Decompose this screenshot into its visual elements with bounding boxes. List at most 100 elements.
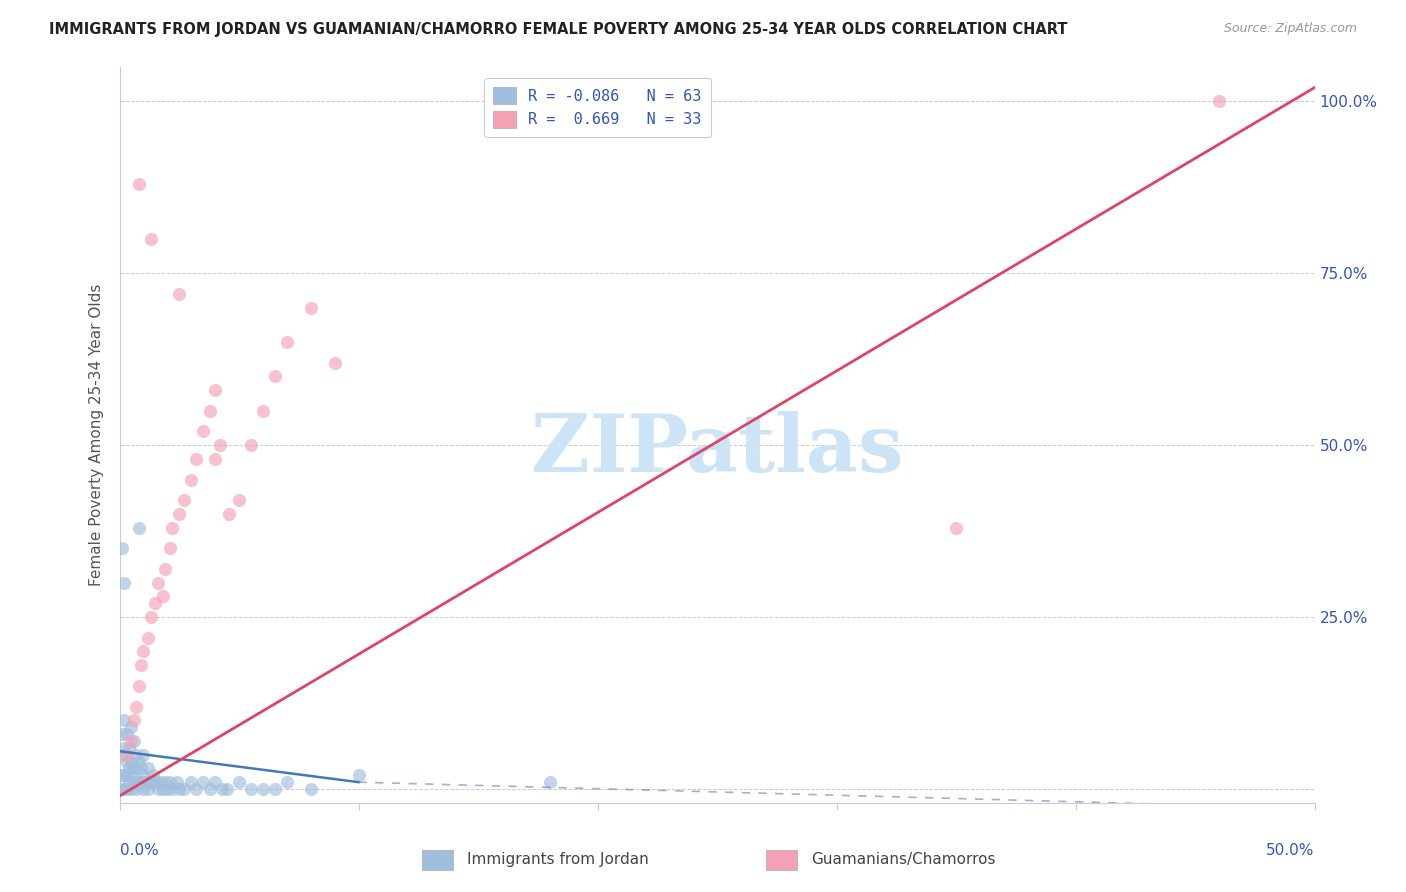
Point (128, 755, 150, 769)
Point (264, 369, 287, 384)
Point (252, 782, 274, 797)
Point (184, 451, 207, 466)
Point (204, 383, 226, 397)
Point (153, 775, 176, 789)
Point (200, 404, 222, 418)
Point (142, 768, 165, 782)
Point (115, 747, 138, 762)
Point (128, 679, 150, 693)
Point (166, 775, 188, 789)
Point (323, 356, 346, 370)
Point (152, 782, 174, 797)
Point (111, 747, 134, 762)
Point (204, 451, 226, 466)
Point (129, 761, 152, 775)
Point (228, 493, 250, 508)
Point (1208, 95, 1230, 109)
Point (200, 782, 222, 797)
Point (276, 334, 298, 349)
Point (160, 782, 183, 797)
Point (191, 775, 215, 789)
Point (156, 782, 179, 797)
Point (121, 720, 143, 734)
Point (136, 761, 159, 775)
Point (125, 761, 148, 775)
Point (180, 775, 202, 789)
Point (180, 473, 202, 487)
Point (122, 761, 145, 775)
Point (945, 521, 967, 535)
Point (118, 761, 141, 775)
Point (136, 782, 159, 797)
Point (115, 768, 138, 782)
Point (169, 286, 191, 301)
Legend: R = -0.086   N = 63, R =  0.669   N = 33: R = -0.086 N = 63, R = 0.669 N = 33 (484, 78, 711, 136)
Point (239, 438, 263, 452)
Point (122, 734, 145, 748)
Point (128, 177, 150, 191)
Point (115, 755, 138, 769)
Text: IMMIGRANTS FROM JORDAN VS GUAMANIAN/CHAMORRO FEMALE POVERTY AMONG 25-34 YEAR OLD: IMMIGRANTS FROM JORDAN VS GUAMANIAN/CHAM… (49, 22, 1067, 37)
Point (139, 775, 162, 789)
Point (173, 493, 195, 508)
Point (118, 775, 141, 789)
Point (252, 404, 274, 418)
Point (125, 747, 148, 762)
Point (122, 713, 145, 727)
Point (184, 782, 207, 797)
Point (299, 782, 322, 797)
Point (146, 782, 169, 797)
Point (228, 775, 250, 789)
Point (115, 782, 138, 797)
Point (115, 727, 138, 741)
Text: ZIPatlas: ZIPatlas (531, 410, 903, 489)
Point (112, 740, 135, 755)
Point (136, 631, 159, 645)
Point (125, 782, 148, 797)
Point (122, 775, 145, 789)
Point (121, 768, 143, 782)
Point (139, 610, 162, 624)
Point (153, 562, 176, 576)
Point (160, 521, 183, 535)
Point (204, 775, 226, 789)
Point (239, 782, 263, 797)
Point (139, 232, 162, 246)
Point (299, 301, 322, 315)
Point (132, 644, 155, 658)
Point (145, 775, 166, 789)
Point (146, 575, 169, 590)
Point (152, 590, 174, 604)
Point (211, 782, 233, 797)
Point (132, 747, 155, 762)
Text: 50.0%: 50.0% (1267, 843, 1315, 858)
Text: Source: ZipAtlas.com: Source: ZipAtlas.com (1223, 22, 1357, 36)
Point (111, 541, 134, 556)
Text: 0.0%: 0.0% (120, 843, 159, 858)
Point (169, 507, 191, 521)
Point (118, 740, 141, 755)
Point (217, 782, 239, 797)
Point (112, 575, 135, 590)
Point (208, 438, 231, 452)
Point (112, 782, 135, 797)
Point (128, 521, 150, 535)
Text: Immigrants from Jordan: Immigrants from Jordan (467, 853, 648, 867)
Point (128, 775, 150, 789)
Point (112, 713, 135, 727)
Point (538, 775, 561, 789)
Point (149, 775, 172, 789)
Point (111, 782, 134, 797)
Point (121, 755, 143, 769)
Point (112, 768, 135, 782)
Point (159, 775, 181, 789)
Point (129, 775, 152, 789)
Point (132, 782, 155, 797)
Point (132, 768, 155, 782)
Point (111, 727, 134, 741)
Point (121, 782, 143, 797)
Point (173, 782, 195, 797)
Point (159, 541, 181, 556)
Point (111, 768, 134, 782)
Point (125, 699, 148, 714)
